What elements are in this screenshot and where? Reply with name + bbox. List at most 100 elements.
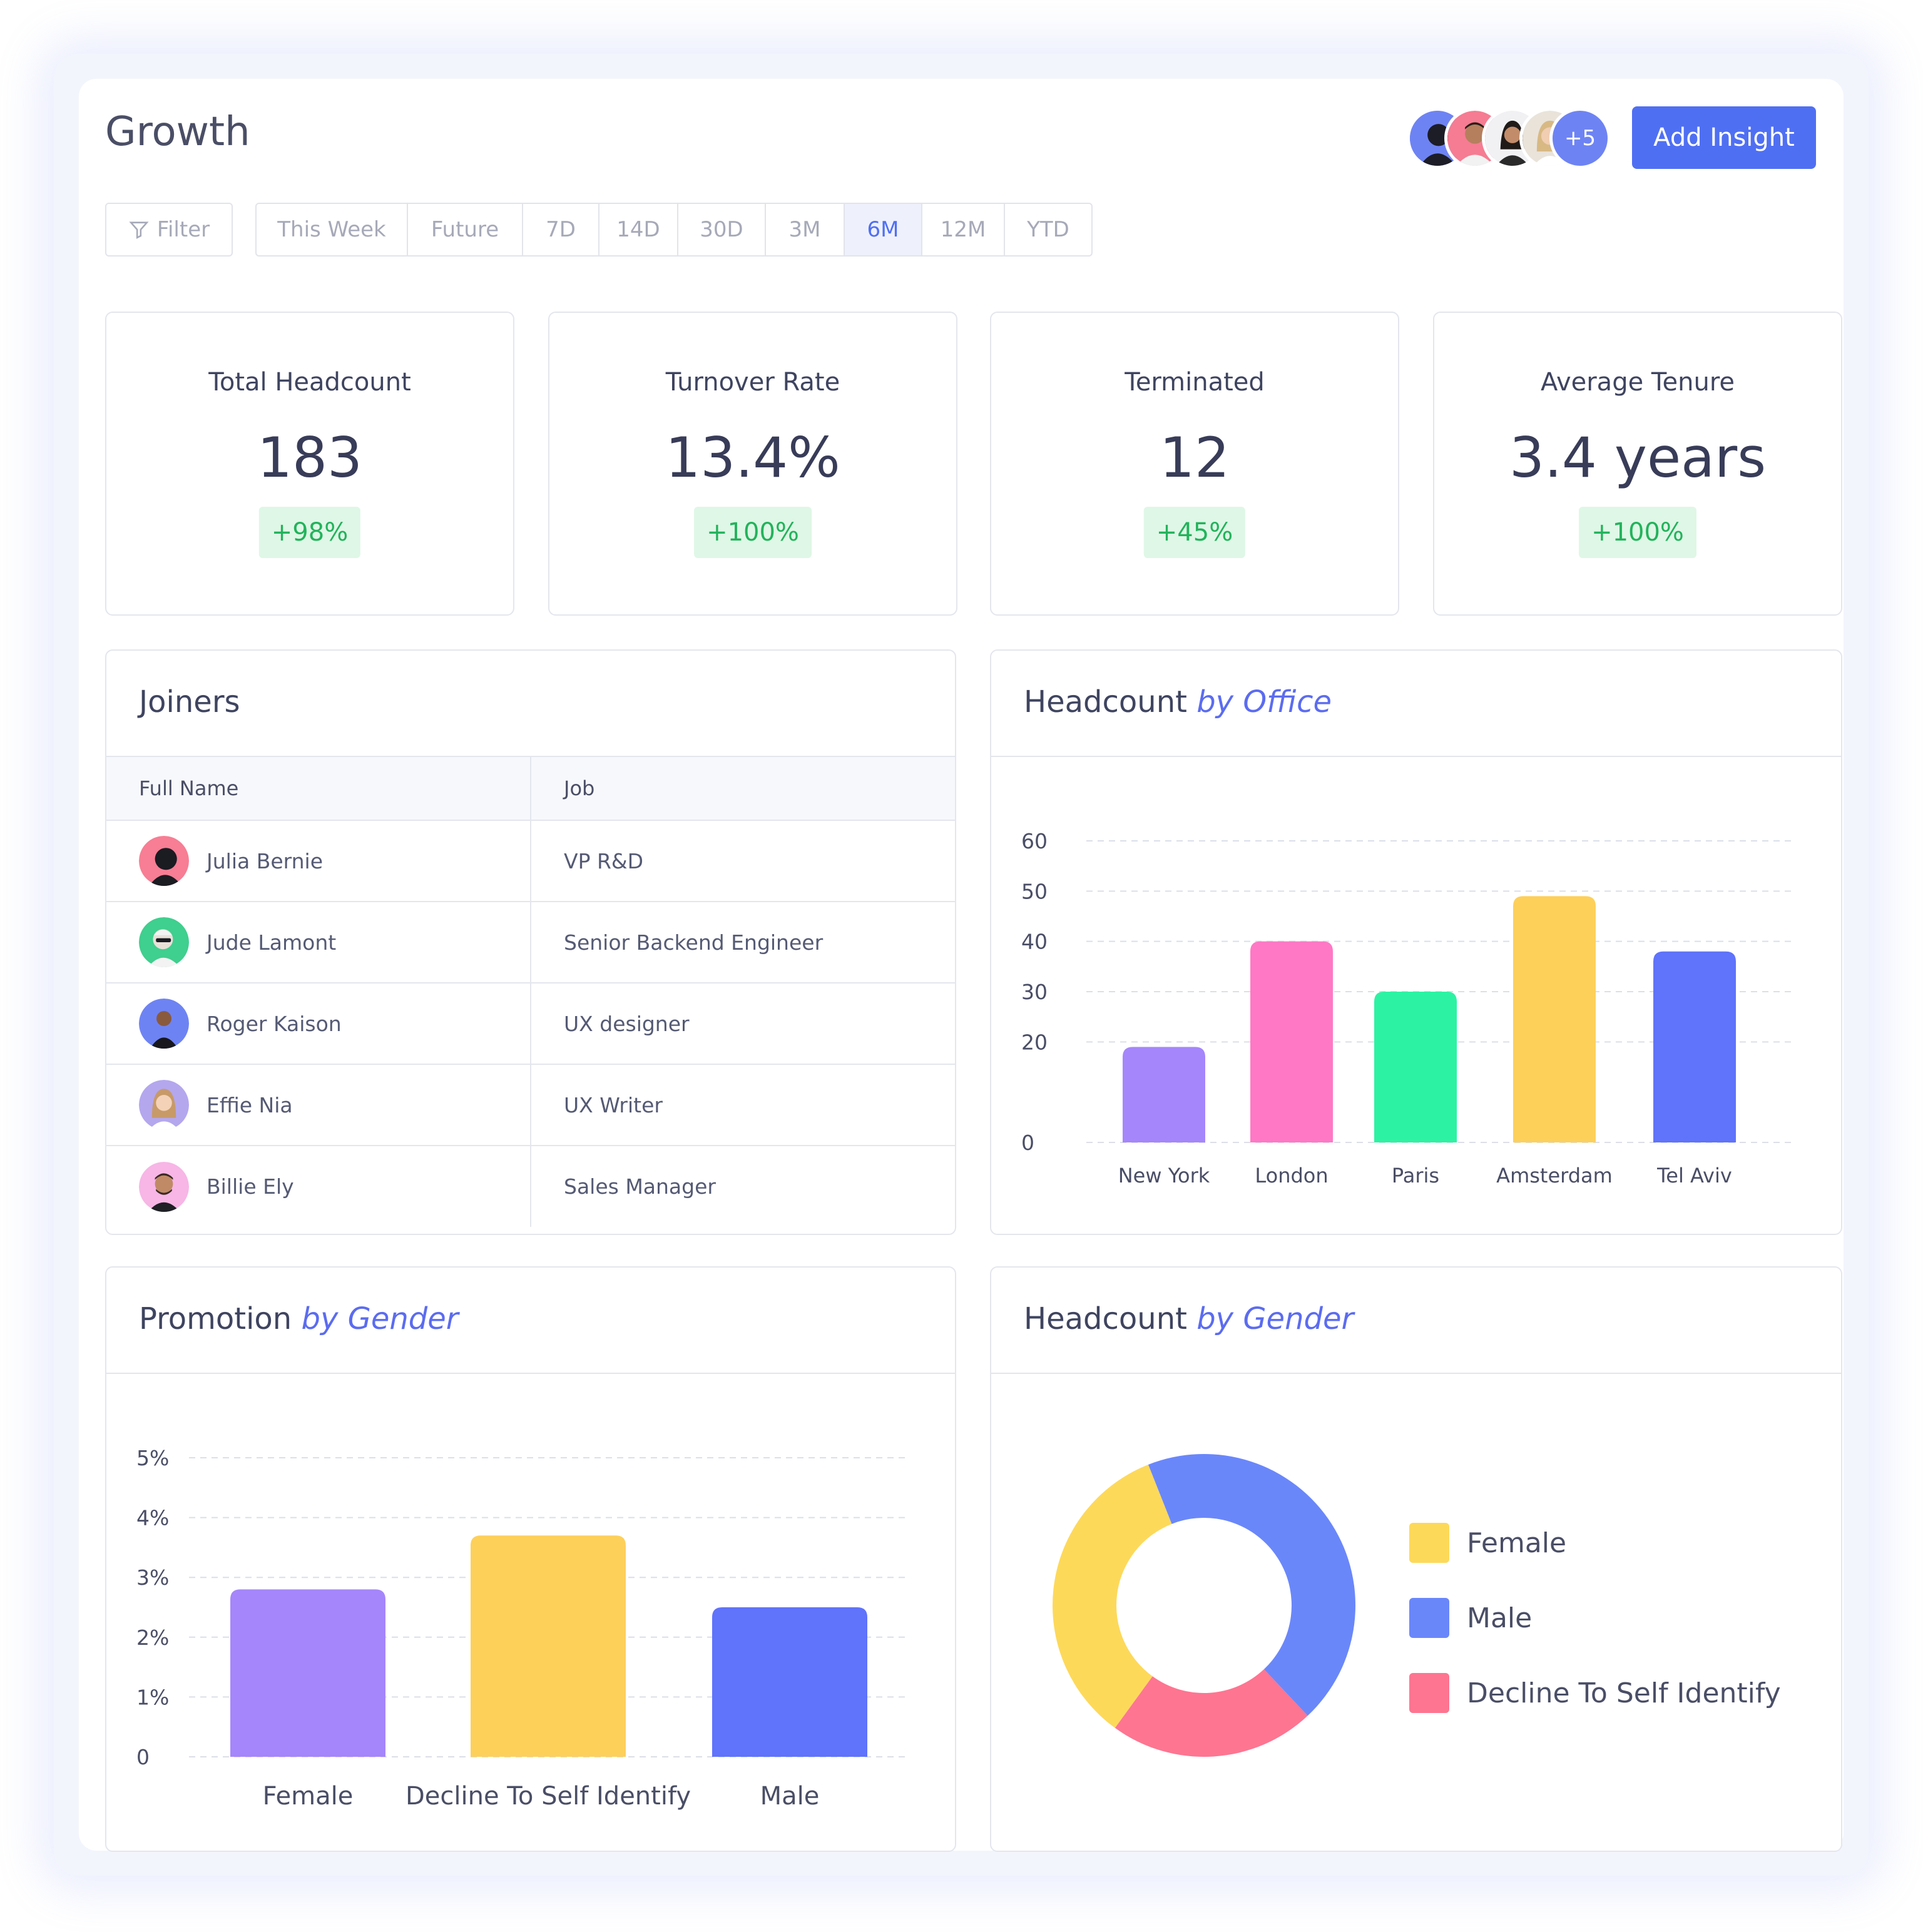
donut-slice — [1148, 1454, 1355, 1716]
card-title-main: Headcount — [1024, 684, 1187, 719]
filter-button[interactable]: Filter — [105, 203, 233, 257]
chart-legend: Female Male Decline To Self Identify — [1409, 1505, 1781, 1731]
column-header-job[interactable]: Job — [531, 757, 955, 821]
bar — [712, 1607, 867, 1757]
range-12m[interactable]: 12M — [922, 204, 1005, 255]
card-title-main: Headcount — [1024, 1301, 1187, 1336]
range-6m[interactable]: 6M — [845, 204, 922, 255]
kpi-title: Turnover Rate — [665, 368, 840, 397]
job-title: VP R&D — [531, 820, 955, 902]
card-title-accent: by Office — [1196, 684, 1332, 719]
person-name: Julia Bernie — [207, 848, 324, 873]
card-header: Joiners — [106, 651, 955, 757]
table-row[interactable]: Billie Ely Sales Manager — [106, 1146, 955, 1227]
card-title-accent: by Gender — [301, 1301, 459, 1336]
range-this-week[interactable]: This Week — [257, 204, 408, 255]
x-tick-label: Male — [760, 1782, 820, 1811]
y-tick-label: 4% — [136, 1506, 169, 1530]
range-14d[interactable]: 14D — [599, 204, 678, 255]
person-name: Roger Kaison — [207, 1011, 342, 1036]
y-tick-label: 0 — [1021, 1131, 1034, 1155]
column-header-full-name[interactable]: Full Name — [106, 757, 531, 821]
y-tick-label: 3% — [136, 1565, 169, 1590]
kpi-value: 3.4 years — [1509, 425, 1767, 490]
team-avatars[interactable]: +5 — [1407, 108, 1613, 169]
bar — [230, 1589, 385, 1757]
legend-swatch — [1409, 1673, 1449, 1713]
card-title-accent: by Gender — [1196, 1301, 1354, 1336]
y-tick-label: 5% — [136, 1446, 169, 1470]
headcount-by-gender-card: Headcount by Gender Female Male Decline … — [990, 1266, 1842, 1852]
kpi-title: Total Headcount — [208, 368, 411, 397]
job-title: UX Writer — [531, 1064, 955, 1146]
legend-label: Male — [1467, 1602, 1533, 1634]
gender-donut-chart — [1053, 1454, 1355, 1757]
x-tick-label: Decline To Self Identify — [406, 1782, 691, 1811]
bar — [1374, 992, 1457, 1142]
avatar — [139, 999, 189, 1049]
range-30d[interactable]: 30D — [678, 204, 766, 255]
bar — [1513, 896, 1596, 1142]
dashboard-panel: Growth +5 Add Insight Filter This — [79, 79, 1844, 1852]
legend-item: Decline To Self Identify — [1409, 1655, 1781, 1731]
legend-item: Male — [1409, 1580, 1781, 1655]
card-header: Headcount by Office — [991, 651, 1841, 757]
kpi-value: 183 — [257, 425, 362, 490]
filter-label: Filter — [156, 217, 210, 242]
kpi-turnover-rate: Turnover Rate 13.4% +100% — [548, 312, 957, 616]
x-tick-label: Tel Aviv — [1656, 1164, 1732, 1187]
date-range-tabs: This Week Future 7D 14D 30D 3M 6M 12M YT… — [255, 203, 1093, 257]
avatar — [139, 917, 189, 967]
more-avatars-badge[interactable]: +5 — [1549, 108, 1611, 169]
y-tick-label: 40 — [1021, 930, 1048, 954]
table-row[interactable]: Effie Nia UX Writer — [106, 1064, 955, 1146]
donut-slice — [1115, 1669, 1308, 1757]
card-title: Headcount by Gender — [1024, 1301, 1354, 1336]
y-tick-label: 0 — [136, 1745, 150, 1769]
donut-slice — [1053, 1464, 1172, 1728]
joiners-table: Full Name Job Julia Bernie VP R&D — [106, 757, 955, 1227]
card-header: Promotion by Gender — [106, 1268, 955, 1374]
legend-label: Decline To Self Identify — [1467, 1677, 1781, 1709]
office-bar-chart: 0 20 30 40 50 60 New York London Paris Amsterdam T… — [1021, 829, 1793, 1187]
bar — [1250, 941, 1333, 1142]
card-header: Headcount by Gender — [991, 1268, 1841, 1374]
bar — [471, 1535, 626, 1757]
add-insight-button[interactable]: Add Insight — [1632, 106, 1816, 169]
x-tick-label: Amsterdam — [1496, 1164, 1613, 1187]
avatar — [139, 836, 189, 886]
joiners-card: Joiners Full Name Job Julia Bernie — [105, 649, 956, 1235]
kpi-title: Terminated — [1125, 368, 1265, 397]
app-frame: Growth +5 Add Insight Filter This — [54, 54, 1869, 1876]
promotion-by-gender-card: Promotion by Gender 0 1% 2% 3% 4% 5% Female Dec… — [105, 1266, 956, 1852]
range-3m[interactable]: 3M — [766, 204, 845, 255]
legend-swatch — [1409, 1523, 1449, 1563]
headcount-by-office-card: Headcount by Office 0 20 30 40 50 60 New York L… — [990, 649, 1842, 1235]
range-7d[interactable]: 7D — [523, 204, 599, 255]
kpi-total-headcount: Total Headcount 183 +98% — [105, 312, 514, 616]
person-name: Billie Ely — [207, 1174, 294, 1199]
table-row[interactable]: Jude Lamont Senior Backend Engineer — [106, 902, 955, 984]
kpi-average-tenure: Average Tenure 3.4 years +100% — [1433, 312, 1842, 616]
kpi-value: 12 — [1160, 425, 1230, 490]
kpi-title: Average Tenure — [1540, 368, 1735, 397]
person-name: Effie Nia — [207, 1092, 293, 1117]
avatar — [139, 1080, 189, 1130]
x-tick-label: New York — [1118, 1164, 1210, 1187]
range-ytd[interactable]: YTD — [1027, 217, 1069, 242]
legend-item: Female — [1409, 1505, 1781, 1580]
table-row[interactable]: Julia Bernie VP R&D — [106, 820, 955, 902]
legend-swatch — [1409, 1598, 1449, 1638]
kpi-change-badge: +45% — [1143, 507, 1246, 558]
range-future[interactable]: Future — [408, 204, 523, 255]
table-row[interactable]: Roger Kaison UX designer — [106, 983, 955, 1065]
legend-label: Female — [1467, 1527, 1567, 1559]
job-title: Senior Backend Engineer — [531, 902, 955, 984]
kpi-change-badge: +98% — [258, 507, 361, 558]
person-name: Jude Lamont — [207, 930, 337, 955]
x-tick-label: London — [1255, 1164, 1328, 1187]
page-title: Growth — [105, 109, 250, 155]
y-tick-label: 50 — [1021, 879, 1048, 903]
x-tick-label: Female — [263, 1782, 354, 1811]
y-tick-label: 20 — [1021, 1030, 1048, 1054]
